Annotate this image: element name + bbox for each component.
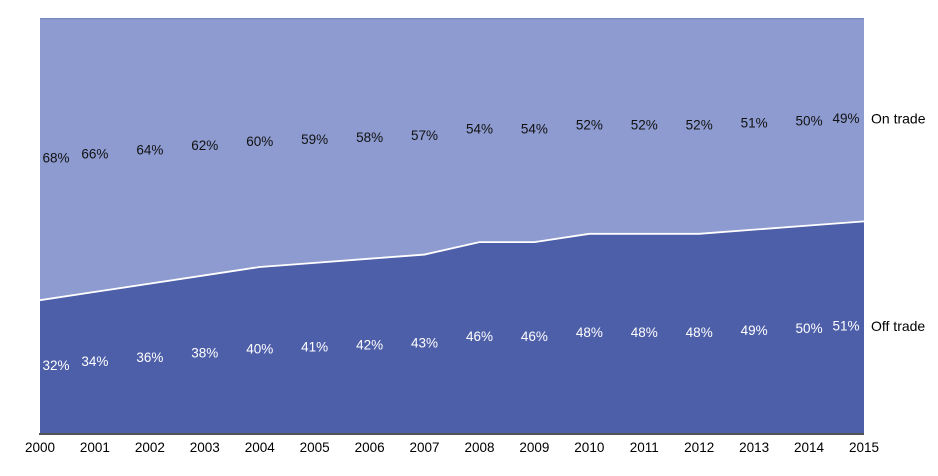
x-axis-tick-label: 2001: [80, 440, 110, 455]
on-trade-value-label: 52%: [686, 117, 713, 132]
off-trade-series-label: Off trade: [871, 318, 925, 334]
x-axis-tick-label: 2004: [245, 440, 276, 455]
x-axis-tick-label: 2010: [574, 440, 604, 455]
x-axis-tick-label: 2015: [849, 440, 879, 455]
off-trade-value-label: 46%: [466, 329, 493, 344]
on-trade-value-label: 66%: [81, 147, 108, 162]
on-trade-value-label: 68%: [42, 151, 69, 166]
on-trade-value-label: 54%: [521, 122, 548, 137]
x-axis-tick-label: 2012: [684, 440, 714, 455]
off-trade-value-label: 34%: [81, 354, 108, 369]
x-axis-tick-label: 2002: [135, 440, 165, 455]
off-trade-value-label: 38%: [191, 346, 218, 361]
off-trade-value-label: 46%: [521, 329, 548, 344]
off-trade-value-label: 48%: [631, 325, 658, 340]
x-axis-tick-label: 2007: [410, 440, 440, 455]
x-axis-tick-label: 2003: [190, 440, 220, 455]
on-trade-value-label: 58%: [356, 130, 383, 145]
on-trade-value-label: 52%: [631, 117, 658, 132]
x-axis-tick-label: 2014: [794, 440, 825, 455]
on-trade-value-label: 50%: [796, 113, 823, 128]
off-trade-value-label: 36%: [136, 350, 163, 365]
series-divider-line: [39, 220, 865, 302]
off-trade-value-label: 49%: [741, 323, 768, 338]
on-trade-value-label: 62%: [191, 138, 218, 153]
off-trade-value-label: 48%: [576, 325, 603, 340]
on-trade-value-label: 60%: [246, 134, 273, 149]
x-axis-tick-label: 2005: [300, 440, 330, 455]
on-trade-value-label: 64%: [136, 142, 163, 157]
x-axis-tick-label: 2008: [464, 440, 494, 455]
on-trade-value-label: 54%: [466, 122, 493, 137]
off-trade-value-label: 32%: [42, 358, 69, 373]
x-axis-tick-label: 2006: [355, 440, 385, 455]
on-trade-value-label: 52%: [576, 117, 603, 132]
on-trade-value-label: 51%: [741, 115, 768, 130]
x-axis-tick-label: 2013: [739, 440, 769, 455]
off-trade-value-label: 43%: [411, 335, 438, 350]
x-axis-tick-label: 2011: [630, 440, 659, 455]
x-axis-tick-label: 2009: [519, 440, 549, 455]
x-axis-tick-label: 2000: [25, 440, 55, 455]
off-trade-value-label: 40%: [246, 342, 273, 357]
off-trade-value-label: 50%: [796, 321, 823, 336]
off-trade-value-label: 51%: [832, 319, 859, 334]
off-trade-value-label: 41%: [301, 339, 328, 354]
on-trade-value-label: 59%: [301, 132, 328, 147]
on-trade-series-label: On trade: [871, 110, 926, 126]
off-trade-value-label: 42%: [356, 337, 383, 352]
on-trade-value-label: 57%: [411, 128, 438, 143]
on-trade-value-label: 49%: [832, 111, 859, 126]
off-trade-value-label: 48%: [686, 325, 713, 340]
off-trade-area: [40, 221, 864, 433]
